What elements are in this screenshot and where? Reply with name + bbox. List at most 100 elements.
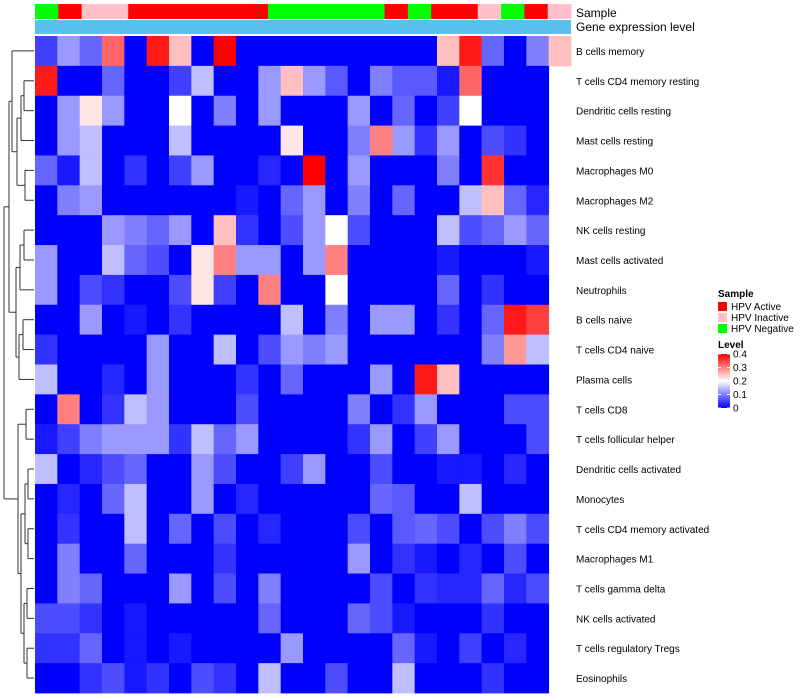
heatmap-cell [459, 125, 483, 156]
heatmap-cell [414, 245, 438, 276]
heatmap-cell [347, 95, 371, 126]
heatmap-cell [370, 543, 393, 574]
heatmap-cell [437, 633, 460, 664]
heatmap-cell [414, 65, 438, 97]
heatmap-cell [303, 364, 326, 395]
heatmap-cell [79, 603, 103, 634]
heatmap-cell [146, 95, 170, 126]
heatmap-cell [35, 454, 58, 485]
heatmap-cell [481, 215, 505, 246]
heatmap-cell [437, 215, 460, 246]
heatmap-cell [79, 364, 103, 395]
heatmap-cell [236, 304, 259, 336]
sample-annotation-cell [384, 4, 409, 19]
row-label: Plasma cells [576, 375, 632, 386]
heatmap-cell [526, 274, 550, 306]
heatmap-cell [325, 125, 349, 156]
heatmap-cell [481, 394, 505, 425]
heatmap-cell [102, 215, 125, 246]
heatmap-cell [325, 663, 349, 694]
heatmap-cell [459, 95, 483, 126]
heatmap-cell [437, 65, 460, 97]
heatmap-cell [392, 274, 416, 306]
heatmap-cell [526, 215, 550, 246]
heatmap-cell [79, 304, 103, 336]
legend-tick-label: 0.4 [733, 350, 747, 361]
heatmap-cell [35, 185, 58, 216]
heatmap-cell [370, 663, 393, 694]
heatmap-cell [459, 543, 483, 574]
heatmap-cell [280, 364, 304, 395]
heatmap-cell [102, 483, 125, 515]
heatmap-cell [347, 573, 371, 604]
heatmap-cell [258, 364, 282, 395]
legend-level-title: Level [718, 340, 744, 351]
heatmap-cell [35, 573, 58, 604]
heatmap-cell [57, 483, 81, 515]
heatmap-cell [236, 364, 259, 395]
heatmap-cell [526, 633, 550, 664]
heatmap-cell [370, 95, 393, 126]
heatmap-cell [504, 573, 527, 604]
heatmap-cell [526, 663, 550, 694]
heatmap-cell [526, 454, 550, 485]
heatmap-cell [79, 185, 103, 216]
heatmap-cell [236, 513, 259, 545]
heatmap-cell [124, 95, 148, 126]
heatmap-cell [35, 274, 58, 306]
heatmap-cell [146, 364, 170, 395]
heatmap-cell [169, 65, 192, 97]
heatmap-cell [303, 424, 326, 455]
heatmap-cell [124, 245, 148, 276]
heatmap-cell [325, 304, 349, 336]
sample-annotation-cell [501, 4, 525, 19]
heatmap-cell [414, 603, 438, 634]
heatmap-cell [526, 95, 550, 126]
heatmap-cell [526, 424, 550, 455]
heatmap-cell [236, 65, 259, 97]
heatmap-cell [303, 215, 326, 246]
heatmap-cell [303, 543, 326, 574]
heatmap-cell [79, 454, 103, 485]
heatmap-cell [79, 573, 103, 604]
heatmap-cell [303, 573, 326, 604]
heatmap-cell [258, 633, 282, 664]
heatmap-cell [258, 543, 282, 574]
legend-tick-label: 0.2 [733, 377, 747, 388]
heatmap-cell [280, 573, 304, 604]
heatmap-cell [213, 483, 237, 515]
heatmap-cell [146, 65, 170, 97]
heatmap-cell [213, 663, 237, 694]
heatmap-cell [481, 304, 505, 336]
heatmap-cell [213, 603, 237, 634]
heatmap-cell [481, 633, 505, 664]
heatmap-cell [526, 185, 550, 216]
heatmap-cell [169, 155, 192, 186]
heatmap-cell [169, 334, 192, 365]
heatmap-cell [146, 394, 170, 425]
heatmap-cell [213, 543, 237, 574]
heatmap-cell [213, 454, 237, 485]
heatmap-cell [146, 603, 170, 634]
heatmap-cell [392, 364, 416, 395]
sample-annotation-cell [524, 4, 549, 19]
heatmap-cell [504, 304, 527, 336]
heatmap-cell [392, 424, 416, 455]
heatmap-cell [526, 304, 550, 336]
heatmap-cell [347, 394, 371, 425]
heatmap-cell [392, 245, 416, 276]
heatmap-cell [414, 304, 438, 336]
heatmap-cell [191, 65, 215, 97]
heatmap-cell [124, 454, 148, 485]
heatmap-cell [392, 663, 416, 694]
heatmap-cell [57, 424, 81, 455]
heatmap-cell [102, 364, 125, 395]
heatmap-cell [236, 573, 259, 604]
heatmap-cell [414, 394, 438, 425]
heatmap-cell [35, 364, 58, 395]
heatmap-cell [370, 424, 393, 455]
heatmap-cell [370, 334, 393, 365]
heatmap-cell [102, 155, 125, 186]
heatmap-cell [79, 424, 103, 455]
legend-sample-title: Sample [718, 289, 754, 300]
